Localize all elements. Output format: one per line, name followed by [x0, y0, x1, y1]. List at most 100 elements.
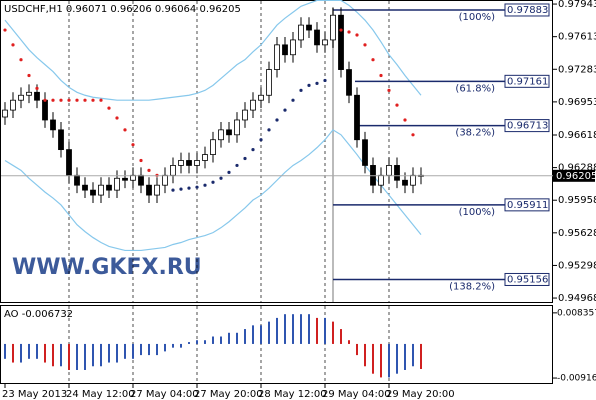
- candle-body: [242, 109, 248, 121]
- candle-body: [26, 91, 32, 96]
- ao-bar: [12, 343, 14, 363]
- sar-dot: [267, 128, 271, 132]
- band-line: [4, 129, 422, 252]
- ao-bar: [76, 343, 78, 370]
- ao-bar: [276, 317, 278, 344]
- ao-bar: [204, 340, 206, 344]
- x-tick-label: 27 May 20:00: [194, 389, 263, 400]
- sar-dot: [179, 187, 183, 191]
- sar-dot: [235, 163, 239, 168]
- ao-bar: [300, 314, 302, 344]
- sar-dot: [315, 81, 319, 86]
- ao-bar: [388, 343, 390, 378]
- candle-body: [402, 179, 408, 186]
- sar-dot: [323, 78, 327, 83]
- ao-bar: [188, 342, 190, 344]
- sar-dot: [43, 98, 47, 102]
- candle-body: [298, 24, 304, 41]
- ao-bar: [348, 340, 350, 344]
- ao-bar: [372, 343, 374, 374]
- sar-dot: [371, 58, 375, 62]
- candle-body: [138, 174, 144, 186]
- fib-percent: (100%): [459, 207, 495, 218]
- sar-dot: [115, 116, 119, 120]
- ao-bar: [140, 343, 142, 356]
- chart-title: USDCHF,H1 0.96071 0.96206 0.96064 0.9620…: [4, 4, 241, 15]
- x-tick-label: 24 May 12:00: [66, 389, 135, 400]
- ao-bar: [340, 329, 342, 344]
- ao-bar: [308, 314, 310, 344]
- fib-value: 0.95911: [507, 200, 548, 211]
- candle-body: [98, 184, 104, 196]
- fib-value: 0.96713: [507, 121, 548, 132]
- sar-dot: [75, 98, 79, 102]
- last-price-label: 0.96205: [556, 171, 596, 182]
- sar-dot: [395, 103, 399, 107]
- candle-body: [170, 165, 176, 176]
- sar-dot: [147, 168, 151, 172]
- watermark: WWW.GKFX.RU: [12, 255, 202, 280]
- ao-bar: [196, 340, 198, 344]
- y-tick-label: 0.95298: [558, 260, 596, 271]
- candle-body: [90, 189, 96, 196]
- sar-dot: [291, 98, 295, 102]
- sar-dot: [275, 118, 279, 122]
- x-tick-label: 23 May 2013: [2, 389, 67, 400]
- sar-dot: [283, 108, 287, 112]
- ao-title: AO -0.006732: [4, 309, 73, 320]
- ao-bar: [148, 343, 150, 356]
- candle-body: [50, 119, 56, 131]
- y-tick-label: 0.96953: [558, 97, 596, 108]
- candle-body: [330, 14, 336, 41]
- sar-dot: [11, 43, 15, 47]
- fib-value: 0.97161: [507, 76, 548, 87]
- ao-bar: [100, 343, 102, 367]
- ao-frame: [0, 305, 553, 384]
- ao-bar: [52, 343, 54, 367]
- candle-body: [226, 129, 232, 136]
- ao-bar: [108, 343, 110, 363]
- sar-dot: [3, 28, 7, 32]
- candle-body: [210, 139, 216, 155]
- sar-dot: [387, 88, 391, 92]
- candle-body: [154, 184, 160, 196]
- sar-dot: [347, 30, 351, 34]
- sar-dot: [355, 33, 359, 37]
- candle-body: [202, 154, 208, 161]
- ao-bar: [284, 314, 286, 344]
- y-tick-label: 0.95628: [558, 228, 596, 239]
- sar-dot: [91, 98, 95, 102]
- ao-bar: [20, 343, 22, 363]
- sar-dot: [187, 186, 191, 190]
- candle-body: [2, 109, 8, 118]
- y-tick-label: 0.96618: [558, 130, 596, 141]
- candle-body: [42, 99, 48, 121]
- fib-value: 0.97883: [507, 5, 548, 16]
- y-tick-label: 0.96288: [558, 163, 596, 174]
- ao-bar: [36, 343, 38, 359]
- ao-bar: [396, 343, 398, 374]
- x-tick-label: 27 May 04:00: [130, 389, 199, 400]
- fib-percent: (138.2%): [449, 281, 495, 292]
- ao-bar: [172, 343, 174, 348]
- candle-body: [194, 160, 200, 166]
- ao-bar: [292, 314, 294, 344]
- candle-body: [178, 160, 184, 166]
- fib-box: [504, 74, 550, 88]
- ao-bar: [236, 332, 238, 344]
- candle-body: [362, 139, 368, 166]
- candle-body: [346, 69, 352, 96]
- ao-bar: [212, 336, 214, 344]
- ao-bar: [44, 343, 46, 363]
- sar-dot: [259, 138, 263, 142]
- sar-dot: [195, 185, 199, 189]
- ao-bar: [420, 343, 422, 369]
- ao-bar: [60, 343, 62, 367]
- candle-body: [378, 174, 384, 186]
- candle-body: [106, 184, 112, 191]
- sar-dot: [19, 58, 23, 62]
- x-tick-label: 29 May 04:00: [322, 389, 391, 400]
- ao-bar: [28, 343, 30, 359]
